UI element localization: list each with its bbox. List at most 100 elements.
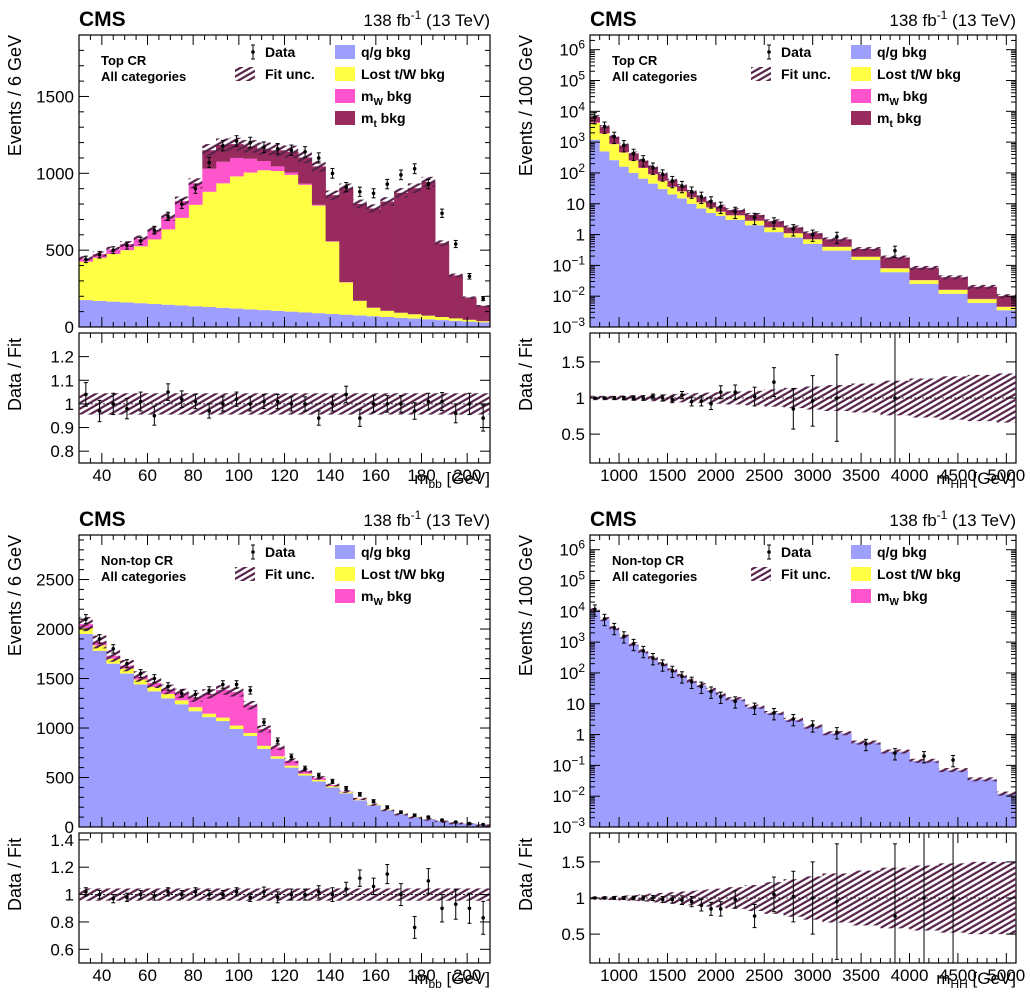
hist-bar (271, 171, 285, 311)
ratio-plot-area (79, 383, 490, 431)
data-point (344, 787, 348, 791)
cms-label: CMS (79, 508, 126, 531)
ratio-point (641, 396, 645, 400)
legend-lost-swatch (851, 67, 871, 81)
y-tick-label: 1000 (36, 719, 74, 738)
data-point (612, 135, 616, 139)
y-tick-label: 105 (559, 569, 585, 591)
legend-mt-label: mt bkg (877, 110, 922, 130)
ratio-point (385, 872, 389, 876)
ratio-point (221, 893, 225, 897)
hist-bar (408, 314, 422, 318)
ratio-point (811, 896, 815, 900)
data-point (468, 274, 472, 278)
ratio-y-tick-label: 0.5 (561, 425, 585, 444)
hist-bar (148, 239, 162, 304)
hist-bar (619, 153, 629, 167)
hist-bar (851, 260, 880, 327)
x-tick-label: 3000 (794, 966, 832, 985)
data-point (98, 637, 102, 641)
data-point (331, 780, 335, 784)
data-point (661, 173, 665, 177)
ratio-point (303, 402, 307, 406)
data-point (864, 742, 868, 746)
data-point (700, 195, 704, 199)
data-point (262, 145, 266, 149)
hist-bar (609, 160, 619, 327)
fit-band-bin (408, 183, 422, 193)
data-point (632, 642, 636, 646)
hist-bar (298, 184, 312, 185)
hist-bar (367, 209, 381, 308)
hist-bar (285, 766, 299, 768)
hist-bar (134, 684, 148, 827)
ratio-point (344, 887, 348, 891)
fit-band-bin (367, 204, 381, 212)
hist-bar (422, 182, 436, 316)
hist-bar (230, 309, 244, 327)
data-point (641, 649, 645, 653)
hist-bar (629, 173, 639, 327)
data-point (153, 677, 157, 681)
hist-bar (658, 181, 668, 189)
main-plot-area (79, 136, 490, 327)
ratio-y-tick-label: 1 (576, 389, 585, 408)
ratio-point (612, 896, 616, 900)
fit-band-bin (353, 798, 367, 800)
ratio-y-axis-title: Data / Fit (516, 838, 536, 911)
legend-fit-swatch (235, 567, 255, 581)
legend-fit-label: Fit unc. (781, 566, 831, 582)
ratio-point (166, 390, 170, 394)
hist-bar (298, 185, 312, 313)
data-point (481, 823, 485, 827)
legend-qg-label: q/g bkg (361, 544, 411, 560)
y-tick-label: 10−3 (552, 815, 585, 837)
hist-bar (939, 290, 968, 294)
data-point (632, 152, 636, 156)
x-tick-label: 140 (316, 466, 344, 485)
data-point (399, 173, 403, 177)
ratio-point (753, 914, 757, 918)
ratio-point (358, 876, 362, 880)
hist-bar (326, 787, 340, 827)
hist-bar (687, 681, 697, 827)
luminosity-label: 138 fb-1 (13 TeV) (363, 8, 490, 30)
data-point (248, 689, 252, 693)
data-point (690, 190, 694, 194)
category-label: All categories (101, 69, 186, 84)
main-plot-area (590, 113, 1016, 327)
data-point (303, 767, 307, 771)
hist-bar (106, 664, 120, 827)
luminosity-label: 138 fb-1 (13 TeV) (363, 508, 490, 530)
hist-bar (367, 308, 381, 316)
ratio-y-tick-label: 1 (65, 886, 74, 905)
hist-bar (629, 161, 639, 173)
ratio-point (194, 400, 198, 404)
hist-bar (189, 306, 203, 327)
ratio-point (385, 402, 389, 406)
fit-band-bin (326, 191, 340, 200)
ratio-point (700, 903, 704, 907)
region-label: Non-top CR (101, 553, 174, 568)
y-tick-label: 2000 (36, 620, 74, 639)
ratio-point (413, 926, 417, 930)
hist-bar (298, 776, 312, 827)
hist-bar (697, 685, 707, 827)
ratio-point (372, 885, 376, 889)
hist-bar (216, 718, 230, 721)
ratio-point (603, 896, 607, 900)
data-point (180, 692, 184, 696)
ratio-point (84, 393, 88, 397)
data-point (622, 634, 626, 638)
data-point (603, 617, 607, 621)
legend-data-label: Data (781, 544, 812, 560)
legend-lost-label: Lost t/W bkg (361, 66, 445, 82)
y-tick-label: 0 (65, 318, 74, 337)
main-plot-area (590, 605, 1016, 827)
ratio-point (166, 890, 170, 894)
y-tick-label: 103 (559, 630, 585, 652)
ratio-plot-area (79, 864, 490, 938)
ratio-point (661, 898, 665, 902)
ratio-y-tick-label: 0.6 (50, 940, 74, 959)
x-axis-title: mbb [GeV] (414, 969, 490, 988)
